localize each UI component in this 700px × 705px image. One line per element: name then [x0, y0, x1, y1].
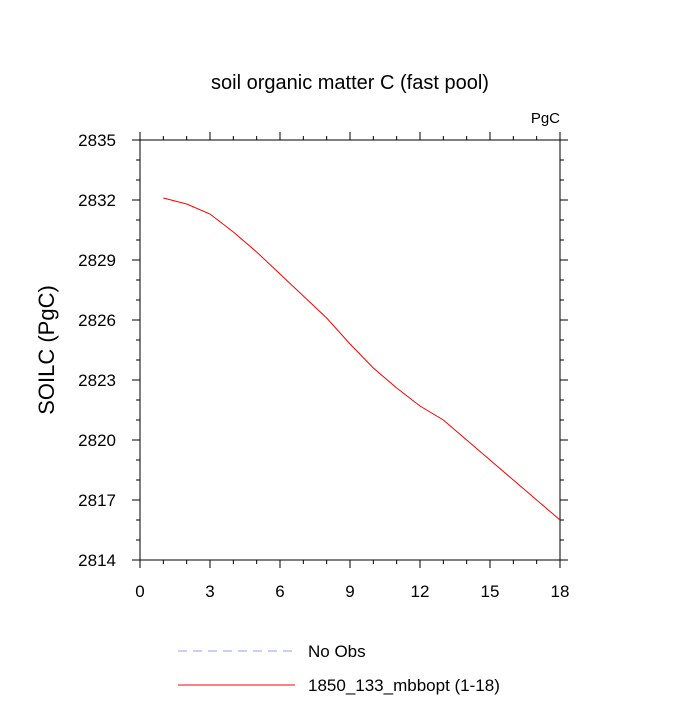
- series-layer: [163, 197, 561, 521]
- y-tick-label: 2814: [78, 551, 116, 570]
- y-tick-label: 2835: [78, 131, 116, 150]
- x-tick-label: 3: [205, 582, 214, 601]
- x-tick-label: 0: [135, 582, 144, 601]
- series-line-0: [163, 197, 561, 521]
- legend: No Obs 1850_133_mbbopt (1-18): [178, 642, 500, 695]
- y-tick-label: 2829: [78, 251, 116, 270]
- chart-title: soil organic matter C (fast pool): [211, 72, 489, 94]
- x-tick-label: 6: [275, 582, 284, 601]
- x-tick-label: 9: [345, 582, 354, 601]
- y-axis-label: SOILC (PgC): [34, 285, 59, 415]
- plot-frame: [139, 139, 561, 561]
- axis-ticks: 0 3 6 9 12 15 18 2814 2817 2820 2823 2826 2829 2832 28…: [78, 131, 569, 601]
- legend-label: 1850_133_mbbopt (1-18): [308, 676, 500, 695]
- x-tick-label: 12: [411, 582, 430, 601]
- y-tick-label: 2820: [78, 431, 116, 450]
- legend-label: No Obs: [308, 642, 366, 661]
- x-tick-label: 18: [551, 582, 570, 601]
- y-tick-label: 2823: [78, 371, 116, 390]
- y-tick-label: 2826: [78, 311, 116, 330]
- units-label: PgC: [531, 110, 560, 127]
- y-tick-label: 2817: [78, 491, 116, 510]
- x-tick-label: 15: [481, 582, 500, 601]
- y-tick-label: 2832: [78, 191, 116, 210]
